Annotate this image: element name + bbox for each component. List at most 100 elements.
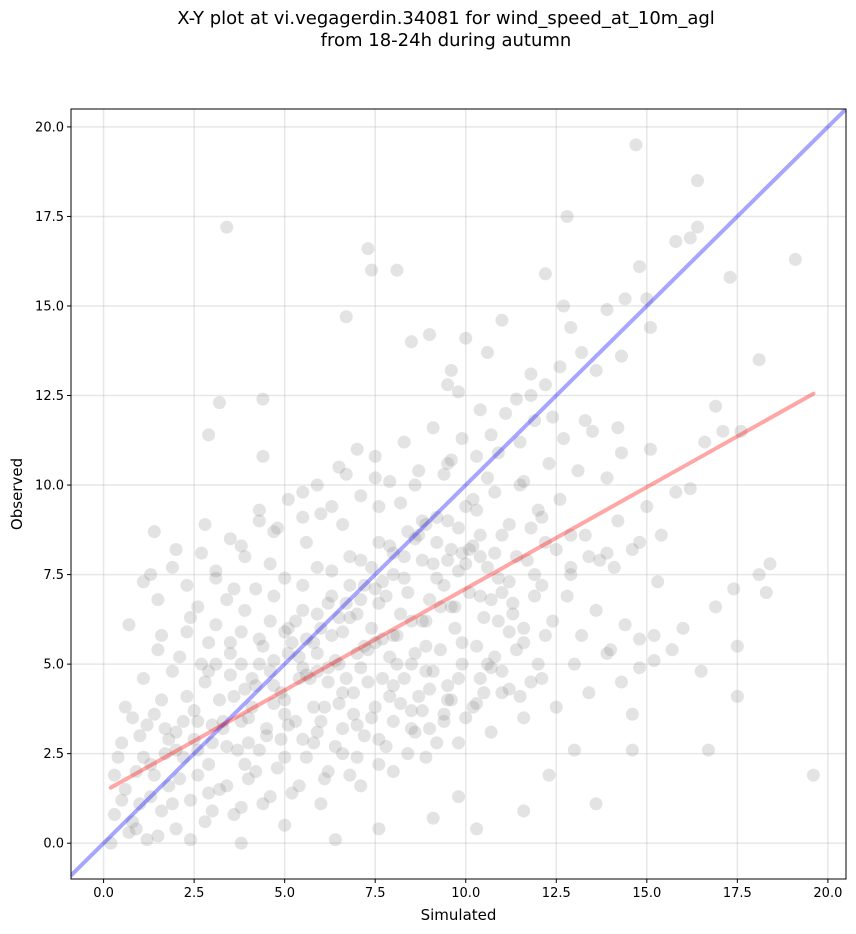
data-point <box>158 722 172 736</box>
data-point <box>325 628 339 642</box>
data-point <box>126 815 140 829</box>
data-point <box>343 611 357 625</box>
data-point <box>202 636 216 650</box>
data-point <box>241 711 255 725</box>
data-point <box>202 757 216 771</box>
data-point <box>375 575 389 589</box>
data-point <box>267 679 281 693</box>
data-point <box>187 704 201 718</box>
data-point <box>365 621 379 635</box>
data-point <box>763 557 777 571</box>
data-point <box>184 833 198 847</box>
data-point <box>278 693 292 707</box>
data-point <box>441 553 455 567</box>
data-point <box>575 628 589 642</box>
data-point <box>806 768 820 782</box>
data-point <box>390 263 404 277</box>
data-point <box>375 632 389 646</box>
data-point <box>328 739 342 753</box>
data-point <box>495 313 509 327</box>
data-point <box>546 614 560 628</box>
data-point <box>524 675 538 689</box>
data-point <box>629 138 643 152</box>
data-point <box>600 646 614 660</box>
data-point <box>495 686 509 700</box>
data-point <box>509 392 523 406</box>
data-point <box>136 750 150 764</box>
data-point <box>426 664 440 678</box>
data-point <box>386 568 400 582</box>
data-point <box>524 521 538 535</box>
data-point <box>245 671 259 685</box>
data-point <box>575 346 589 360</box>
data-point <box>165 560 179 574</box>
data-point <box>332 657 346 671</box>
data-point <box>433 643 447 657</box>
data-point <box>379 739 393 753</box>
data-point <box>415 704 429 718</box>
data-point <box>404 704 418 718</box>
data-point <box>357 578 371 592</box>
data-point <box>155 693 169 707</box>
data-point <box>452 790 465 804</box>
data-point <box>531 503 545 517</box>
data-point <box>669 235 683 249</box>
data-point <box>484 661 498 675</box>
data-point <box>466 492 480 506</box>
data-point <box>730 639 744 653</box>
axis-ticks: 0.0 2.5 5.0 7.5 10.0 12.5 15.0 17.5 20.0 0.0 2.5 5.… <box>35 120 842 901</box>
data-point <box>557 299 571 313</box>
data-point <box>238 682 252 696</box>
data-point <box>238 550 252 564</box>
data-point <box>180 578 194 592</box>
data-point <box>252 503 266 517</box>
data-point <box>604 643 618 657</box>
data-point <box>368 449 382 463</box>
data-point <box>162 779 176 793</box>
data-point <box>394 607 408 621</box>
data-point <box>459 331 473 345</box>
data-point <box>480 346 494 360</box>
data-point <box>267 697 281 711</box>
data-point <box>716 424 730 438</box>
data-point <box>267 654 281 668</box>
data-point <box>198 517 212 531</box>
data-point <box>122 825 136 839</box>
data-point <box>372 757 386 771</box>
y-tick-label: 20.0 <box>35 120 64 135</box>
data-point <box>238 757 252 771</box>
data-point <box>524 367 538 381</box>
data-point <box>299 535 313 549</box>
data-point <box>509 643 523 657</box>
data-point <box>683 231 697 245</box>
data-point <box>448 600 462 614</box>
data-point <box>383 650 397 664</box>
data-point <box>386 714 400 728</box>
data-point <box>336 747 350 761</box>
data-point <box>234 625 248 639</box>
data-point <box>107 768 121 782</box>
data-point <box>589 363 603 377</box>
data-point <box>433 600 447 614</box>
data-point <box>354 593 368 607</box>
data-point <box>354 553 368 567</box>
data-point <box>278 571 292 585</box>
data-point <box>538 267 552 281</box>
data-point <box>249 582 263 596</box>
data-point <box>538 378 552 392</box>
data-point <box>506 596 520 610</box>
data-point <box>477 686 491 700</box>
data-point <box>665 643 679 657</box>
data-point <box>350 646 364 660</box>
data-point <box>126 711 140 725</box>
data-point <box>343 768 357 782</box>
data-point <box>169 725 183 739</box>
data-point <box>202 428 216 442</box>
data-point <box>118 700 132 714</box>
data-point <box>683 482 697 496</box>
data-point <box>455 431 469 445</box>
data-point <box>281 718 295 732</box>
data-point <box>480 560 494 574</box>
data-point <box>354 661 368 675</box>
data-point <box>133 797 147 811</box>
